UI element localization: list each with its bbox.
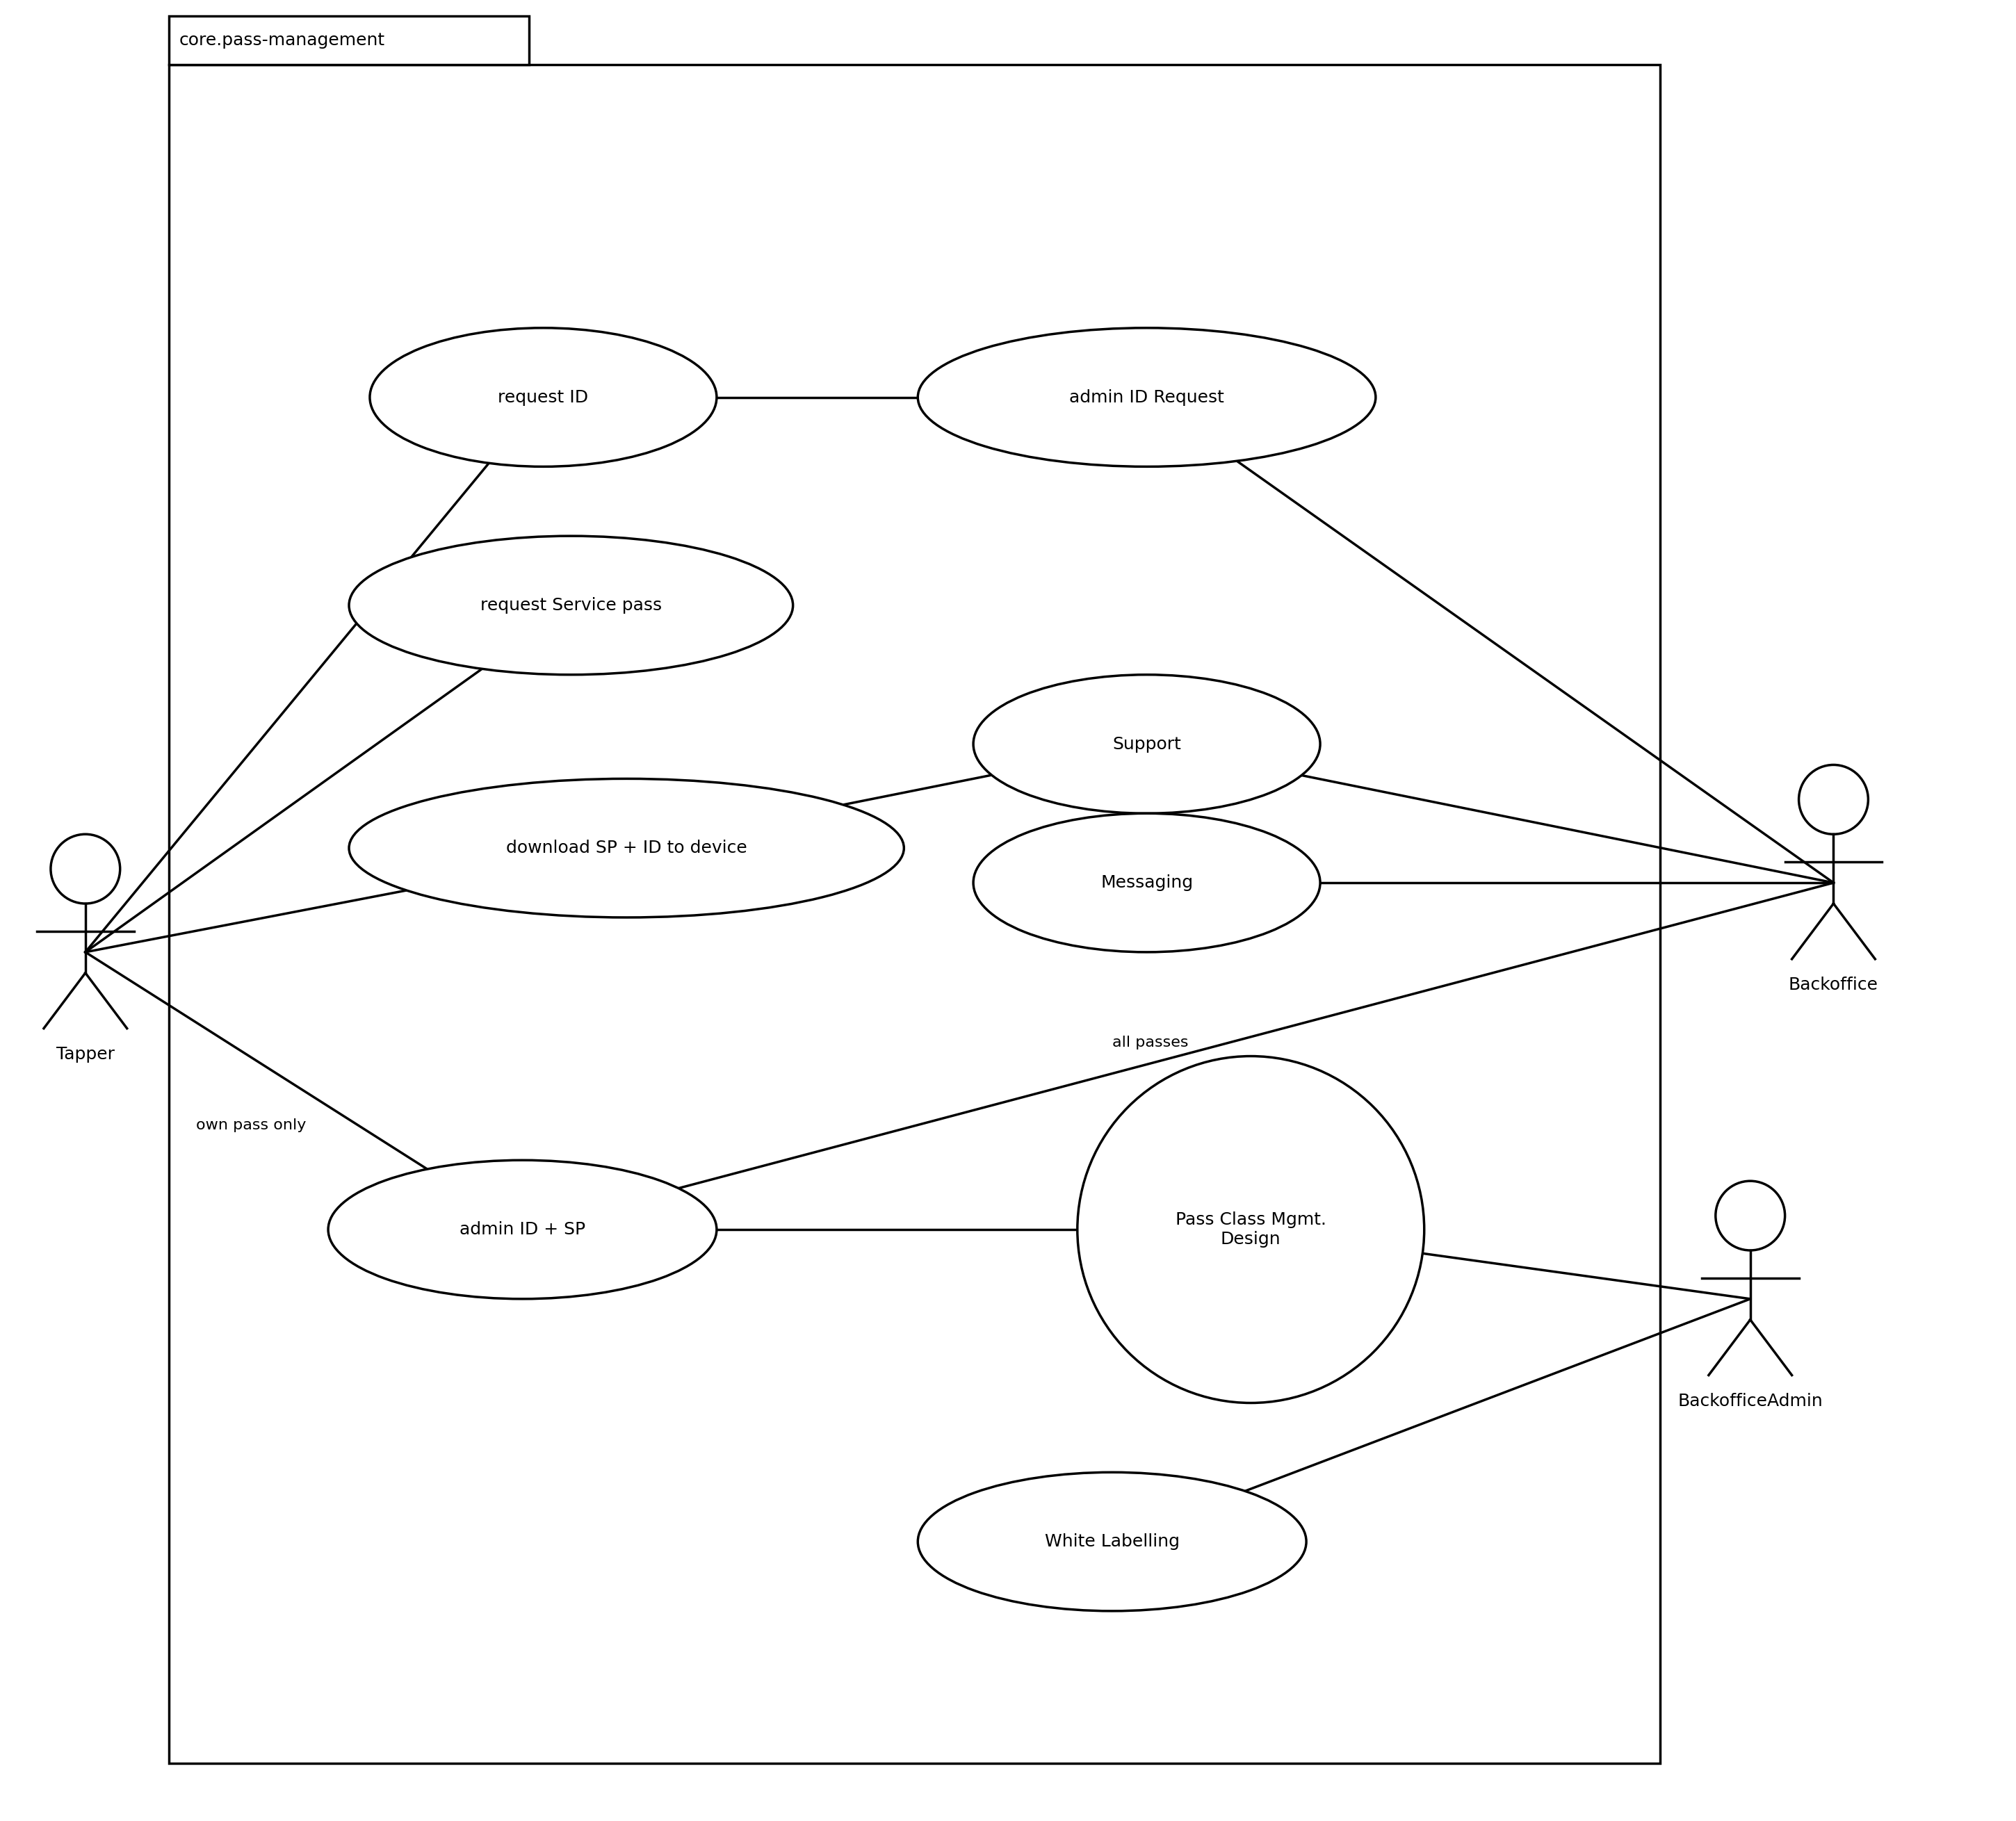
Bar bbox=[169, 16, 530, 64]
Bar bbox=[169, 64, 1659, 1763]
Ellipse shape bbox=[917, 1473, 1306, 1612]
Ellipse shape bbox=[974, 676, 1320, 814]
Ellipse shape bbox=[974, 814, 1320, 952]
Text: own pass only: own pass only bbox=[196, 1118, 306, 1133]
Ellipse shape bbox=[369, 328, 716, 466]
Text: core.pass-management: core.pass-management bbox=[179, 31, 385, 49]
Circle shape bbox=[50, 834, 121, 903]
Ellipse shape bbox=[349, 779, 903, 918]
Text: Pass Class Mgmt.
Design: Pass Class Mgmt. Design bbox=[1175, 1211, 1327, 1247]
Text: Tapper: Tapper bbox=[56, 1045, 115, 1062]
Ellipse shape bbox=[329, 1160, 716, 1298]
Text: BackofficeAdmin: BackofficeAdmin bbox=[1677, 1393, 1822, 1409]
Ellipse shape bbox=[917, 328, 1375, 466]
Text: White Labelling: White Labelling bbox=[1044, 1533, 1179, 1550]
Text: request Service pass: request Service pass bbox=[480, 597, 661, 614]
Text: request ID: request ID bbox=[498, 390, 589, 406]
Text: Support: Support bbox=[1113, 736, 1181, 752]
Text: admin ID Request: admin ID Request bbox=[1068, 390, 1224, 406]
Ellipse shape bbox=[349, 535, 792, 676]
Text: download SP + ID to device: download SP + ID to device bbox=[506, 839, 748, 856]
Circle shape bbox=[1077, 1056, 1423, 1402]
Circle shape bbox=[1798, 765, 1869, 834]
Text: Messaging: Messaging bbox=[1101, 874, 1193, 890]
Text: Backoffice: Backoffice bbox=[1788, 976, 1879, 992]
Circle shape bbox=[1716, 1182, 1784, 1251]
Text: admin ID + SP: admin ID + SP bbox=[460, 1222, 585, 1238]
Text: all passes: all passes bbox=[1113, 1036, 1187, 1049]
